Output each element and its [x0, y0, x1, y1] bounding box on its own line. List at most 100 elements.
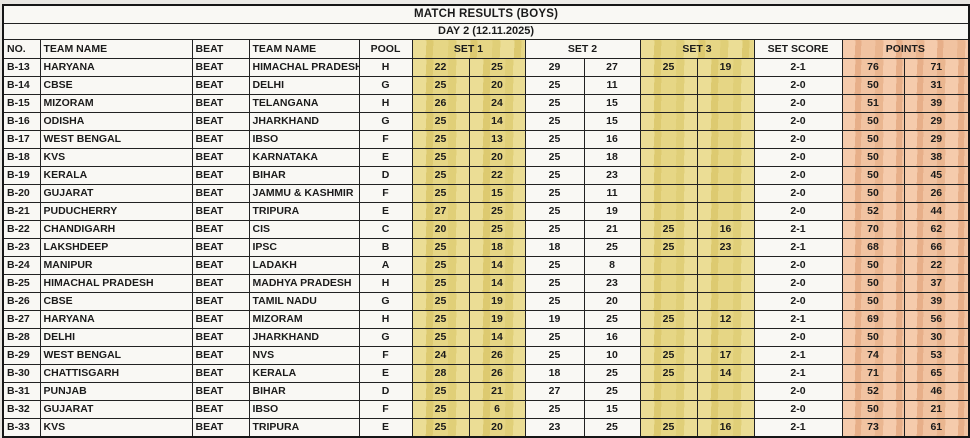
cell-winner-total-points: 50 — [841, 148, 905, 167]
cell-set1-winner-points: 25 — [411, 328, 470, 347]
cell-winner-total-points: 71 — [841, 364, 905, 383]
cell-match-no: B-27 — [2, 310, 41, 329]
cell-beat: BEAT — [191, 202, 250, 221]
cell-set1-winner-points: 25 — [411, 130, 470, 149]
cell-loser-total-points: 46 — [903, 382, 970, 401]
cell-loser-total-points: 56 — [903, 310, 970, 329]
cell-set2-loser-points: 15 — [583, 400, 641, 419]
table-date: DAY 2 (12.11.2025) — [2, 23, 970, 40]
cell-set2-loser-points: 25 — [583, 238, 641, 257]
cell-set-score: 2-0 — [753, 76, 843, 95]
cell-beat: BEAT — [191, 310, 250, 329]
cell-set3-loser-points — [696, 76, 755, 95]
cell-set3-loser-points — [696, 382, 755, 401]
cell-loser-team: MIZORAM — [248, 310, 360, 329]
cell-loser-team: JHARKHAND — [248, 112, 360, 131]
cell-set2-winner-points: 25 — [524, 220, 585, 239]
cell-loser-total-points: 21 — [903, 400, 970, 419]
cell-set2-loser-points: 25 — [583, 418, 641, 438]
result-row: B-23 LAKSHDEEP BEAT IPSC B 25 18 18 25 2… — [2, 238, 970, 257]
cell-pool: E — [358, 148, 413, 167]
cell-set3-winner-points — [639, 166, 698, 185]
cell-set1-winner-points: 25 — [411, 256, 470, 275]
cell-beat: BEAT — [191, 112, 250, 131]
cell-winner-team: MANIPUR — [39, 256, 193, 275]
cell-set2-winner-points: 25 — [524, 148, 585, 167]
cell-match-no: B-25 — [2, 274, 41, 293]
cell-winner-team: WEST BENGAL — [39, 346, 193, 365]
cell-loser-team: BIHAR — [248, 382, 360, 401]
cell-set3-loser-points — [696, 328, 755, 347]
result-row: B-29 WEST BENGAL BEAT NVS F 24 26 25 10 … — [2, 346, 970, 365]
result-row: B-24 MANIPUR BEAT LADAKH A 25 14 25 8 2-… — [2, 256, 970, 275]
cell-set1-loser-points: 25 — [468, 220, 526, 239]
cell-set3-winner-points — [639, 382, 698, 401]
cell-set1-loser-points: 20 — [468, 418, 526, 438]
cell-set-score: 2-0 — [753, 148, 843, 167]
cell-set3-winner-points: 25 — [639, 346, 698, 365]
cell-set2-loser-points: 11 — [583, 184, 641, 203]
cell-match-no: B-17 — [2, 130, 41, 149]
cell-match-no: B-23 — [2, 238, 41, 257]
cell-set2-loser-points: 20 — [583, 292, 641, 311]
result-row: B-13 HARYANA BEAT HIMACHAL PRADESH H 22 … — [2, 58, 970, 77]
result-row: B-22 CHANDIGARH BEAT CIS C 20 25 25 21 2… — [2, 220, 970, 239]
cell-set1-loser-points: 26 — [468, 364, 526, 383]
cell-set-score: 2-0 — [753, 328, 843, 347]
cell-set1-loser-points: 19 — [468, 292, 526, 311]
cell-set2-winner-points: 25 — [524, 400, 585, 419]
cell-set3-winner-points — [639, 400, 698, 419]
cell-beat: BEAT — [191, 238, 250, 257]
cell-set2-winner-points: 25 — [524, 166, 585, 185]
col-header-set3: SET 3 — [639, 39, 755, 59]
result-row: B-30 CHATTISGARH BEAT KERALA E 28 26 18 … — [2, 364, 970, 383]
cell-set2-winner-points: 25 — [524, 202, 585, 221]
result-row: B-32 GUJARAT BEAT IBSO F 25 6 25 15 2-0 … — [2, 400, 970, 419]
cell-set2-winner-points: 29 — [524, 58, 585, 77]
cell-pool: G — [358, 76, 413, 95]
cell-winner-total-points: 69 — [841, 310, 905, 329]
cell-beat: BEAT — [191, 76, 250, 95]
cell-set1-loser-points: 6 — [468, 400, 526, 419]
cell-loser-team: TELANGANA — [248, 94, 360, 113]
cell-set1-winner-points: 22 — [411, 58, 470, 77]
col-header-points: POINTS — [841, 39, 970, 59]
cell-set3-winner-points — [639, 328, 698, 347]
cell-set1-winner-points: 25 — [411, 148, 470, 167]
col-header-team-loser: TEAM NAME — [248, 39, 360, 59]
cell-winner-total-points: 76 — [841, 58, 905, 77]
cell-match-no: B-21 — [2, 202, 41, 221]
cell-winner-team: KERALA — [39, 166, 193, 185]
cell-pool: H — [358, 58, 413, 77]
cell-set2-loser-points: 8 — [583, 256, 641, 275]
cell-loser-team: IBSO — [248, 130, 360, 149]
cell-pool: F — [358, 184, 413, 203]
cell-set1-loser-points: 14 — [468, 256, 526, 275]
cell-set2-winner-points: 25 — [524, 76, 585, 95]
cell-loser-total-points: 22 — [903, 256, 970, 275]
cell-set3-winner-points — [639, 112, 698, 131]
cell-set3-winner-points: 25 — [639, 418, 698, 438]
cell-set2-loser-points: 25 — [583, 364, 641, 383]
cell-winner-team: KVS — [39, 418, 193, 438]
cell-set3-winner-points: 25 — [639, 238, 698, 257]
cell-match-no: B-29 — [2, 346, 41, 365]
cell-set-score: 2-0 — [753, 382, 843, 401]
cell-set3-loser-points: 17 — [696, 346, 755, 365]
result-row: B-33 KVS BEAT TRIPURA E 25 20 23 25 25 1… — [2, 418, 970, 438]
cell-winner-team: HIMACHAL PRADESH — [39, 274, 193, 293]
cell-beat: BEAT — [191, 346, 250, 365]
cell-winner-total-points: 52 — [841, 382, 905, 401]
cell-match-no: B-26 — [2, 292, 41, 311]
cell-set2-winner-points: 27 — [524, 382, 585, 401]
cell-match-no: B-31 — [2, 382, 41, 401]
cell-set2-loser-points: 25 — [583, 310, 641, 329]
cell-set-score: 2-1 — [753, 310, 843, 329]
cell-match-no: B-15 — [2, 94, 41, 113]
cell-loser-team: DELHI — [248, 76, 360, 95]
cell-winner-total-points: 50 — [841, 256, 905, 275]
cell-loser-team: CIS — [248, 220, 360, 239]
cell-loser-team: MADHYA PRADESH — [248, 274, 360, 293]
cell-beat: BEAT — [191, 94, 250, 113]
